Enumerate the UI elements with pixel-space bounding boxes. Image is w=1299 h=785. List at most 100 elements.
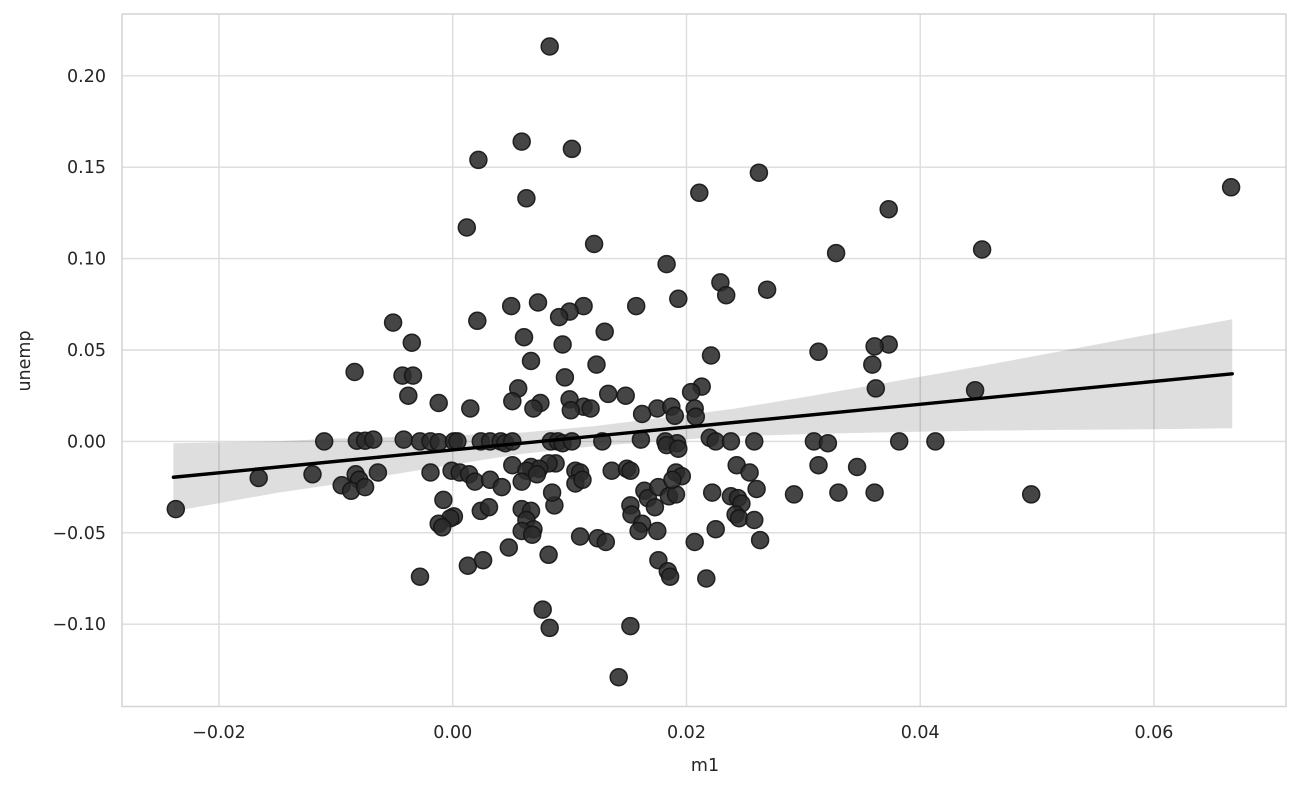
data-point: [602, 461, 621, 480]
data-point: [747, 479, 766, 499]
data-point: [468, 311, 487, 331]
data-point: [598, 384, 618, 404]
data-point: [517, 189, 536, 208]
data-point: [632, 404, 652, 424]
data-point: [621, 461, 640, 480]
data-point: [570, 527, 590, 546]
data-point: [402, 333, 422, 352]
data-point: [809, 455, 828, 475]
data-point: [542, 483, 562, 502]
data-point: [469, 150, 488, 170]
data-point: [553, 335, 572, 354]
data-point: [562, 139, 582, 159]
data-point: [660, 567, 680, 586]
data-point: [809, 342, 828, 362]
x-tick-label: 0.02: [667, 723, 706, 743]
y-tick-label: −0.05: [52, 524, 106, 544]
data-point: [512, 132, 531, 151]
data-point: [584, 234, 604, 254]
data-point: [863, 355, 882, 374]
data-point: [524, 399, 543, 418]
data-point: [501, 296, 521, 316]
data-point: [514, 327, 534, 347]
data-point: [865, 483, 884, 502]
data-point: [429, 433, 448, 452]
data-point: [458, 556, 478, 575]
data-point: [690, 183, 709, 203]
data-point: [555, 368, 575, 387]
data-point: [432, 518, 452, 537]
y-tick-label: 0.20: [67, 67, 106, 87]
data-point: [681, 382, 701, 402]
data-point: [595, 322, 614, 341]
data-point: [645, 497, 665, 517]
data-point: [503, 432, 522, 451]
data-point: [609, 667, 628, 687]
data-point: [847, 457, 867, 477]
data-point: [706, 519, 725, 539]
y-tick-label: −0.10: [52, 615, 106, 635]
data-point: [616, 386, 635, 405]
data-point: [757, 280, 777, 299]
data-point: [866, 379, 886, 398]
data-point: [522, 525, 542, 544]
data-point: [457, 218, 477, 237]
data-point: [665, 406, 685, 426]
data-point: [596, 532, 616, 552]
data-point: [626, 296, 646, 316]
data-point: [549, 307, 569, 327]
data-point: [685, 532, 704, 552]
data-point: [865, 337, 884, 356]
data-point: [562, 432, 582, 451]
data-point: [926, 432, 945, 451]
data-point: [394, 430, 413, 449]
data-point: [749, 163, 769, 182]
data-point: [702, 483, 722, 502]
x-tick-label: 0.06: [1134, 723, 1173, 743]
data-point: [473, 550, 493, 570]
data-point: [434, 490, 453, 510]
data-point: [629, 521, 648, 541]
data-point: [818, 433, 838, 453]
data-point: [461, 399, 480, 418]
data-point: [410, 567, 430, 586]
data-point: [527, 465, 547, 484]
y-tick-label: 0.10: [67, 250, 106, 270]
x-tick-label: −0.02: [192, 723, 246, 743]
data-point: [965, 380, 985, 400]
data-point: [648, 521, 667, 541]
data-point: [581, 399, 600, 418]
data-point: [303, 465, 322, 484]
data-point: [364, 430, 383, 449]
data-point: [383, 313, 403, 332]
data-point: [368, 463, 388, 482]
y-tick-label: 0.05: [67, 341, 106, 361]
data-point: [669, 289, 688, 309]
data-point: [521, 351, 541, 371]
data-point: [721, 432, 741, 451]
data-point: [503, 391, 522, 411]
data-point: [972, 240, 992, 259]
data-point: [355, 477, 375, 497]
data-point: [697, 569, 716, 588]
data-point: [421, 463, 440, 482]
data-point: [621, 616, 640, 636]
data-point: [499, 538, 519, 557]
data-point: [740, 463, 759, 482]
data-point: [403, 366, 423, 385]
x-tick-label: 0.04: [901, 723, 940, 743]
data-point: [399, 386, 418, 405]
data-point: [663, 470, 682, 490]
data-point: [1021, 485, 1041, 504]
data-point: [345, 362, 364, 382]
data-point: [657, 254, 676, 274]
data-point: [249, 468, 268, 488]
data-point: [1221, 178, 1241, 197]
data-point: [540, 37, 559, 56]
data-point: [561, 401, 581, 420]
regression-line: [171, 372, 1234, 479]
data-point: [166, 499, 186, 519]
